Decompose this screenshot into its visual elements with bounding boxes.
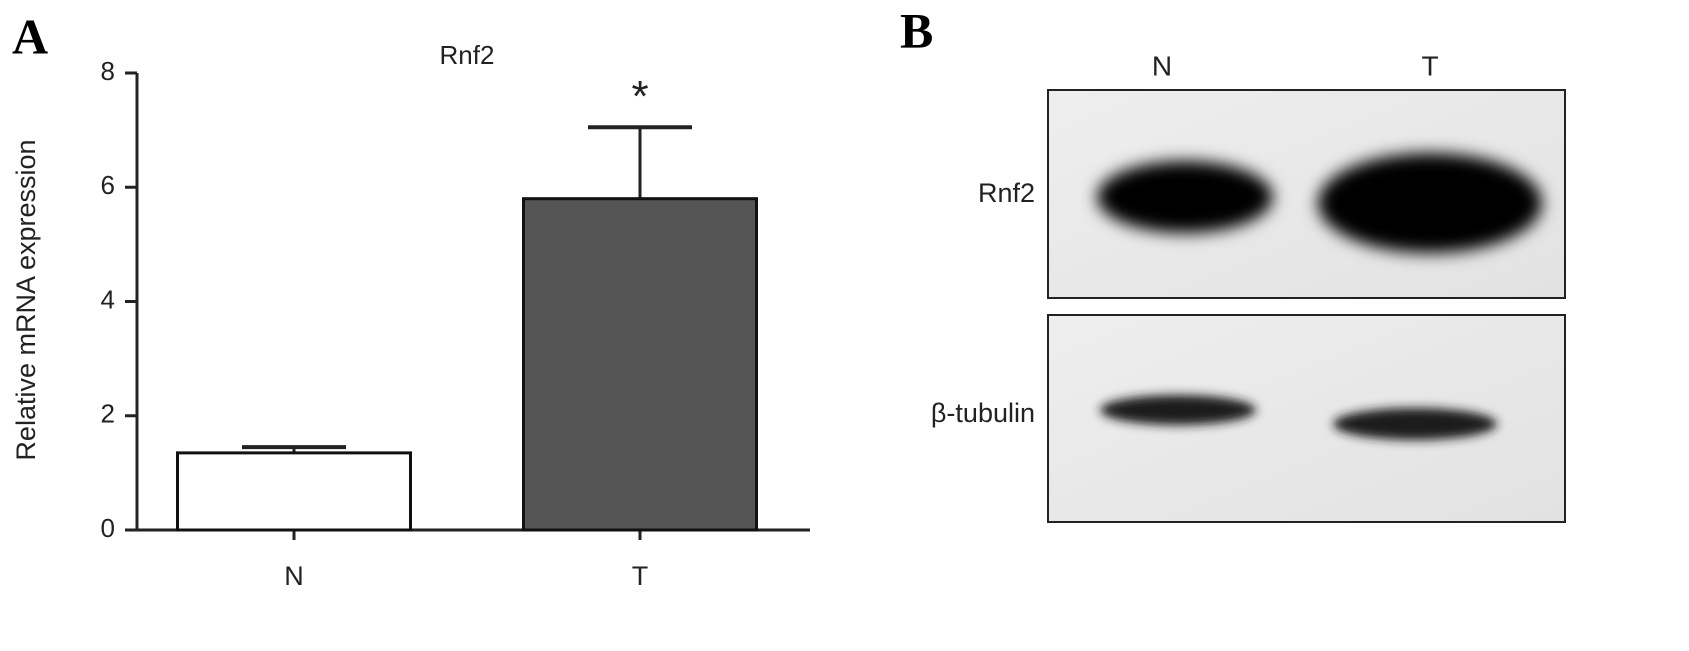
bar	[522, 197, 758, 532]
lane-label: N	[1152, 50, 1172, 81]
x-tick-label: T	[632, 561, 649, 591]
chart-title: Rnf2	[440, 40, 495, 70]
panel-label: A	[12, 8, 48, 64]
y-tick-label: 2	[101, 399, 115, 429]
y-tick-label: 8	[101, 56, 115, 86]
band	[1333, 408, 1497, 440]
significance-mark: *	[631, 72, 648, 121]
band	[1100, 395, 1256, 425]
y-tick-label: 6	[101, 170, 115, 200]
panel-label: B	[900, 2, 933, 58]
x-tick-label: N	[284, 561, 304, 591]
bar	[176, 451, 412, 532]
band	[1097, 161, 1273, 233]
band	[1318, 153, 1542, 253]
row-label: Rnf2	[978, 178, 1035, 208]
y-tick-label: 0	[101, 513, 115, 543]
y-tick-label: 4	[101, 284, 115, 314]
row-label: β-tubulin	[931, 398, 1035, 428]
y-axis-label: Relative mRNA expression	[11, 139, 41, 460]
lane-label: T	[1421, 50, 1438, 81]
western-blot: N T Rnf2 β-tubulin	[931, 50, 1566, 523]
